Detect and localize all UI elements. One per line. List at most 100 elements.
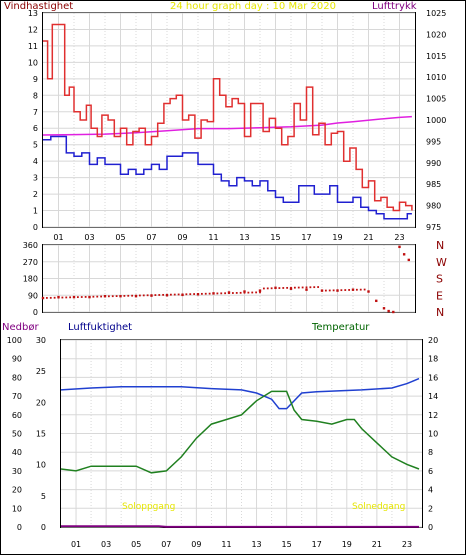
direction-point xyxy=(166,293,168,296)
y-tick-label-temperature: 14 xyxy=(428,392,438,401)
direction-point xyxy=(282,287,285,289)
y-tick-label-wind: 7 xyxy=(33,108,38,117)
direction-point xyxy=(224,292,227,295)
direction-point xyxy=(359,288,362,291)
x-tick-label: 03 xyxy=(101,540,111,549)
direction-point xyxy=(309,286,312,289)
y-tick-label-direction: 360 xyxy=(23,241,38,250)
y-tick-label-rain: 20 xyxy=(12,486,22,495)
x-tick-label: 11 xyxy=(221,540,231,549)
direction-point xyxy=(239,291,242,294)
series-layer xyxy=(41,23,420,528)
direction-point xyxy=(289,287,293,290)
direction-point xyxy=(76,296,79,299)
x-tick-label: 15 xyxy=(270,233,280,242)
y-tick-label-direction: 270 xyxy=(23,258,38,267)
y-tick-label-wind: 6 xyxy=(33,124,38,133)
y-tick-label-rain: 70 xyxy=(12,392,22,401)
x-tick-label: 21 xyxy=(363,233,373,242)
x-tick-label: 17 xyxy=(312,540,322,549)
y-tick-label-rain: 60 xyxy=(12,411,22,420)
x-tick-label: 13 xyxy=(251,540,261,549)
direction-point xyxy=(42,297,44,299)
y-tick-label-pressure: 1015 xyxy=(426,52,446,61)
direction-point xyxy=(185,293,188,296)
y-tick-label-temperature: 2 xyxy=(428,504,433,513)
y-tick-label-humidity: 15 xyxy=(36,430,46,439)
x-tick-label: 05 xyxy=(131,540,141,549)
direction-point xyxy=(104,295,106,298)
direction-point xyxy=(297,286,300,289)
direction-point xyxy=(305,286,308,289)
direction-point xyxy=(266,287,269,290)
y-tick-label-pressure: 1020 xyxy=(426,30,446,39)
title-date: 24 hour graph day : 10 Mar 2020 xyxy=(170,1,336,12)
direction-point xyxy=(352,288,354,291)
direction-point xyxy=(169,293,172,296)
direction-point xyxy=(243,291,246,294)
direction-point xyxy=(235,292,238,294)
direction-point xyxy=(367,290,370,293)
y-tick-label-wind: 11 xyxy=(28,42,38,51)
direction-point xyxy=(158,294,161,296)
y-tick-label-pressure: 1025 xyxy=(426,9,446,18)
y-tick-label-humidity: 0 xyxy=(41,523,46,532)
y-tick-label-direction: 180 xyxy=(23,275,38,284)
y-tick-label-wind: 4 xyxy=(33,157,38,166)
direction-point xyxy=(220,292,223,295)
y-tick-label-pressure: 1000 xyxy=(426,116,446,125)
direction-point xyxy=(53,296,56,299)
compass-label: N xyxy=(436,306,444,319)
direction-point xyxy=(142,294,145,297)
x-tick-label: 17 xyxy=(301,233,311,242)
direction-point xyxy=(84,296,87,298)
sunset-label: Solnedgang xyxy=(352,502,405,512)
direction-point xyxy=(258,289,262,292)
y-tick-label-wind: 5 xyxy=(33,141,38,150)
direction-point xyxy=(154,294,157,296)
direction-point xyxy=(355,288,358,291)
series-wind-average xyxy=(43,135,412,220)
y-tick-label-rain: 30 xyxy=(12,467,22,476)
direction-point xyxy=(407,258,410,262)
direction-point xyxy=(173,293,176,296)
direction-point xyxy=(375,299,378,303)
direction-point xyxy=(278,287,281,289)
direction-point xyxy=(189,293,192,296)
y-tick-label-temperature: 0 xyxy=(428,523,433,532)
direction-point xyxy=(181,293,184,296)
direction-point xyxy=(45,297,48,299)
direction-point xyxy=(177,293,180,296)
direction-point xyxy=(127,294,130,297)
direction-point xyxy=(80,296,83,298)
y-tick-label-humidity: 20 xyxy=(36,398,46,407)
direction-point xyxy=(270,287,273,290)
y-tick-label-wind: 1 xyxy=(33,207,38,216)
direction-point xyxy=(344,289,347,291)
y-tick-label-wind: 2 xyxy=(33,190,38,199)
direction-point xyxy=(387,309,390,313)
y-tick-label-pressure: 1005 xyxy=(426,95,446,104)
y-tick-label-humidity: 25 xyxy=(36,367,46,376)
label-humidity: Luftfuktighet xyxy=(68,322,132,333)
direction-point xyxy=(204,292,207,295)
direction-point xyxy=(348,289,351,291)
y-tick-label-wind: 3 xyxy=(33,174,38,183)
direction-point xyxy=(197,293,199,295)
y-tick-label-rain: 10 xyxy=(12,504,22,513)
direction-point xyxy=(324,289,327,292)
y-tick-label-humidity: 30 xyxy=(36,336,46,345)
direction-point xyxy=(162,293,165,296)
direction-point xyxy=(313,286,316,289)
y-tick-label-temperature: 6 xyxy=(428,467,433,476)
y-tick-label-pressure: 990 xyxy=(426,159,441,168)
direction-point xyxy=(243,290,246,293)
series-temperature xyxy=(60,390,420,474)
direction-point xyxy=(61,296,64,299)
direction-point xyxy=(290,286,292,289)
x-tick-label: 19 xyxy=(332,233,342,242)
direction-point xyxy=(57,296,60,299)
direction-point xyxy=(247,291,250,294)
